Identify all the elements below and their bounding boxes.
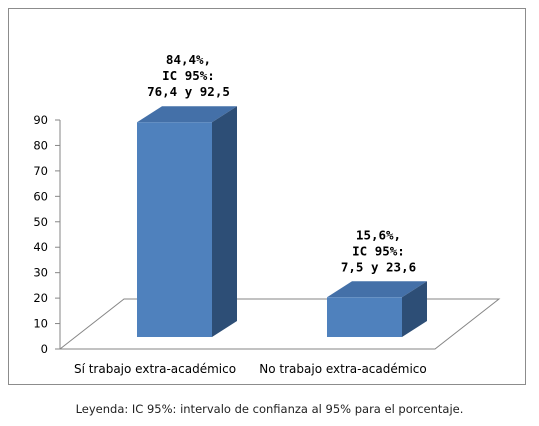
bar-top-face (327, 281, 427, 298)
x-category-label: No trabajo extra-académico (259, 362, 426, 376)
data-label: IC 95%: (352, 243, 405, 258)
bar-2 (327, 281, 427, 337)
y-tick-label: 90 (33, 113, 48, 127)
y-tick-label: 20 (33, 291, 48, 305)
y-tick-label: 70 (33, 164, 48, 178)
y-tick-label: 0 (41, 342, 48, 356)
y-tick-label: 60 (33, 189, 48, 203)
y-tick-label: 10 (33, 317, 48, 331)
y-tick-label: 50 (33, 215, 48, 229)
bar-front-face (327, 297, 402, 337)
data-label: 84,4%, (166, 52, 211, 67)
bar-top-face (137, 106, 237, 123)
bar-1 (137, 106, 237, 337)
data-label: 7,5 y 23,6 (341, 259, 416, 274)
y-tick-label: 80 (33, 138, 48, 152)
data-label: 76,4 y 92,5 (147, 84, 230, 99)
bar-side-face (402, 281, 427, 337)
y-tick-label: 30 (33, 266, 48, 280)
chart-caption: Leyenda: IC 95%: intervalo de confianza … (75, 402, 464, 416)
bar-front-face (137, 122, 212, 337)
data-label: IC 95%: (162, 68, 215, 83)
bar-side-face (212, 106, 237, 337)
data-label: 15,6%, (356, 227, 401, 242)
y-tick-label: 40 (33, 240, 48, 254)
chart-floor (58, 298, 501, 350)
x-category-label: Sí trabajo extra-académico (74, 362, 236, 376)
